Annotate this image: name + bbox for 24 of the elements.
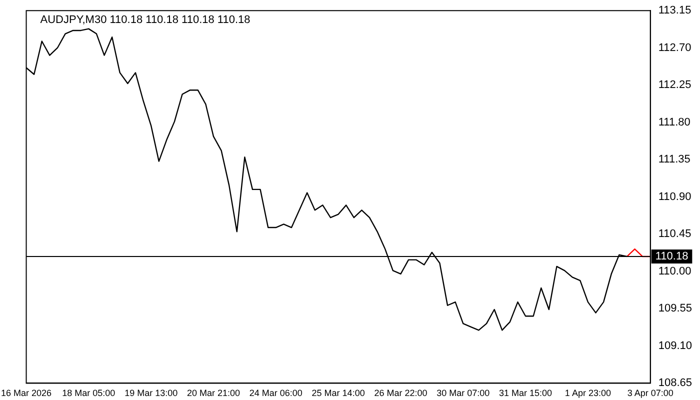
x-tick-label: 31 Mar 15:00	[499, 388, 552, 398]
y-tick-label: 111.35	[658, 154, 690, 166]
y-tick-label: 113.15	[658, 4, 692, 17]
chart-title: AUDJPY,M30 110.18 110.18 110.18 110.18	[40, 14, 250, 26]
y-tick-label: 110.00	[658, 265, 692, 278]
x-tick-label: 26 Mar 22:00	[374, 388, 428, 398]
x-tick-label: 3 Apr 07:00	[627, 388, 674, 398]
y-tick-label: 110.90	[658, 190, 692, 203]
x-tick-label: 16 Mar 2026	[0, 388, 52, 398]
y-tick-label: 110.45	[658, 228, 692, 240]
x-tick-label: 19 Mar 13:00	[124, 388, 178, 398]
x-tick-label: 30 Mar 07:00	[436, 388, 490, 398]
x-tick-label: 25 Mar 14:00	[312, 388, 365, 398]
y-tick-label: 109.10	[658, 340, 692, 352]
y-tick-label: 109.55	[658, 302, 692, 315]
y-tick-label: 112.25	[658, 79, 692, 92]
x-tick-label: 1 Apr 23:00	[564, 388, 611, 398]
y-tick-label: 108.65	[658, 377, 692, 390]
ref-line-label: 110.18	[655, 250, 688, 263]
y-tick-label: 111.80	[658, 116, 690, 128]
x-tick-label: 24 Mar 06:00	[249, 388, 302, 398]
x-tick-label: 18 Mar 05:00	[62, 388, 116, 398]
x-tick-label: 20 Mar 21:00	[186, 388, 240, 398]
y-tick-label: 112.70	[658, 42, 692, 54]
